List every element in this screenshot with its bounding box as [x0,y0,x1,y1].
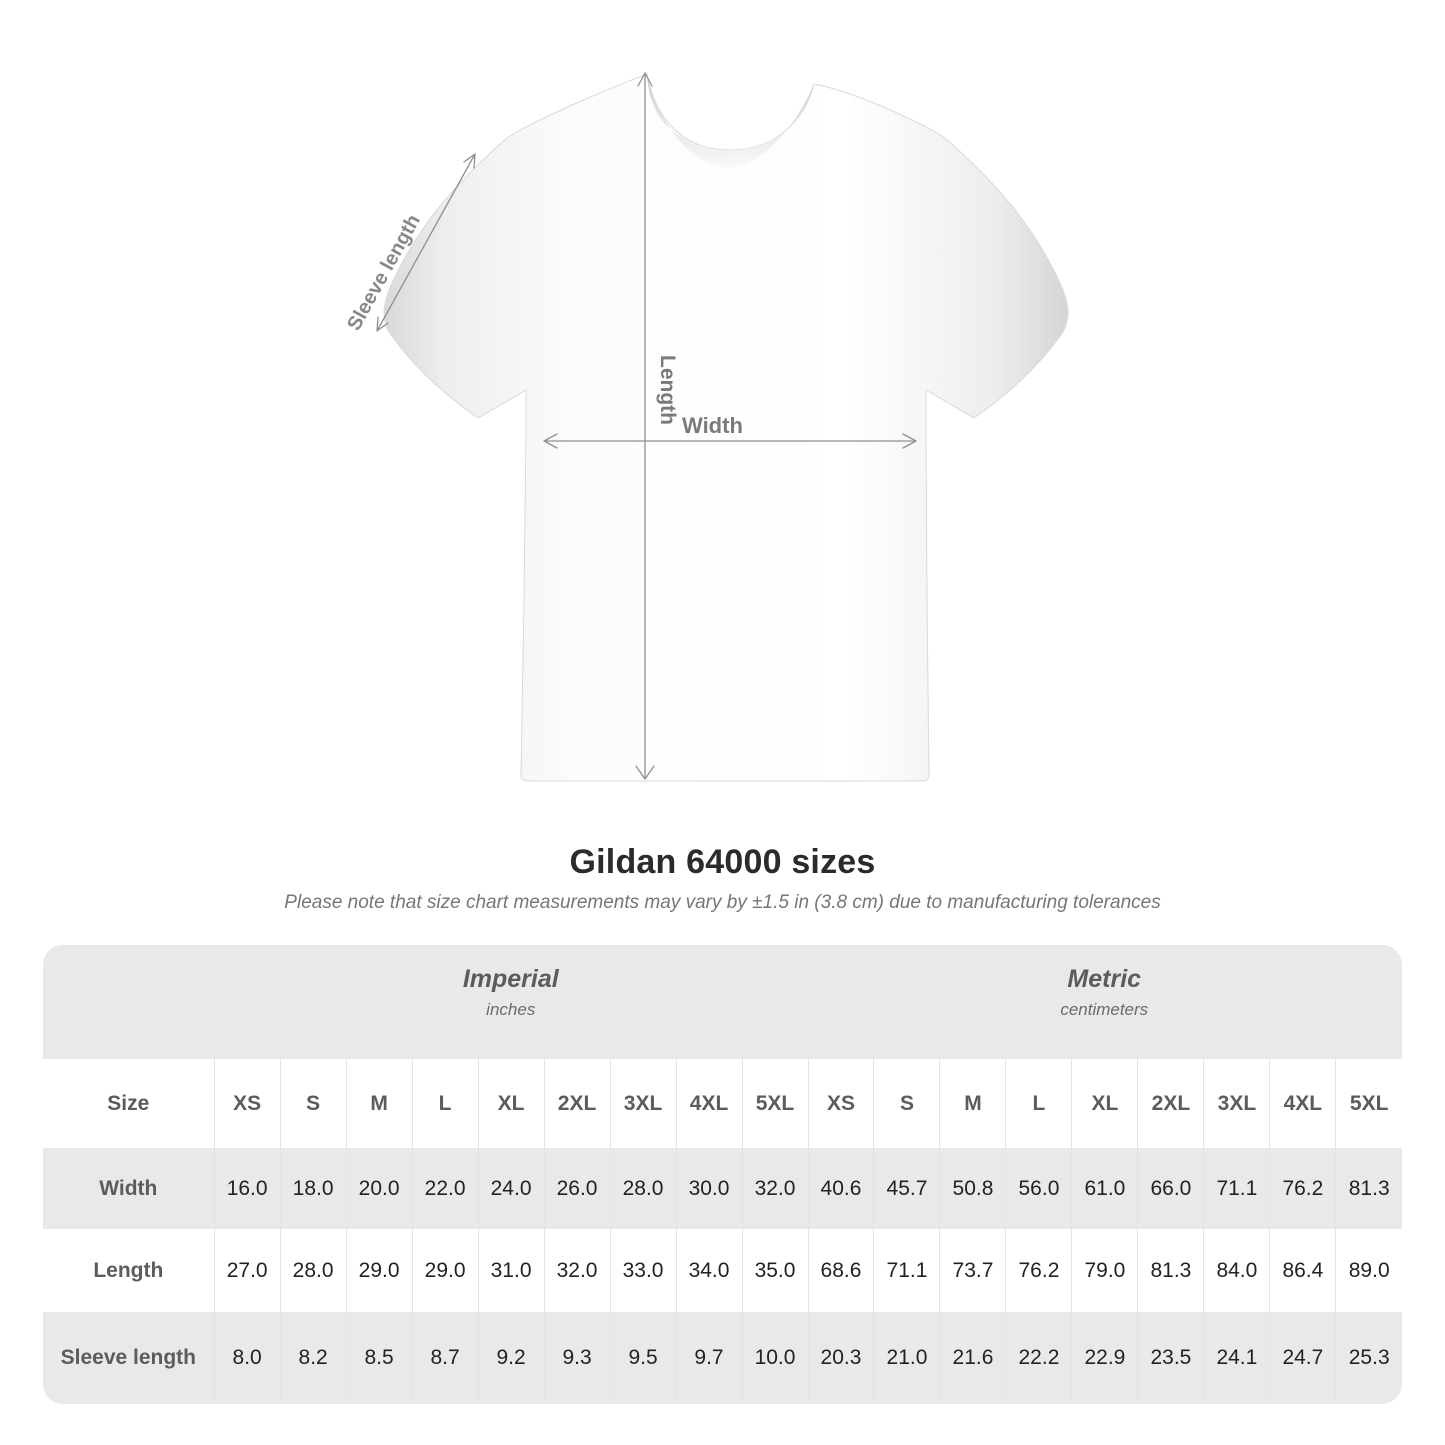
svg-text:Length: Length [656,355,679,425]
svg-text:Width: Width [682,413,743,438]
